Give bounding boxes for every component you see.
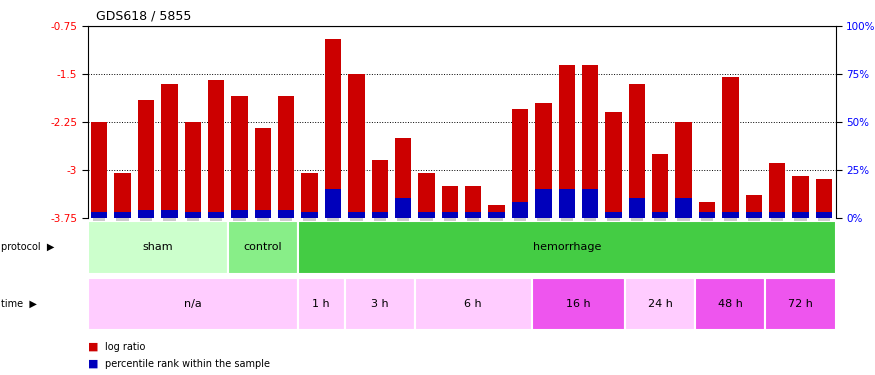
Bar (208, 81, 224, 218)
Bar (298, 221, 836, 274)
Bar (766, 278, 836, 330)
Bar (325, 39, 341, 218)
Bar (442, 212, 458, 217)
Bar (722, 77, 738, 218)
Text: 6 h: 6 h (465, 299, 482, 309)
Text: 1 h: 1 h (312, 299, 330, 309)
Bar (488, 212, 505, 217)
Bar (769, 164, 786, 218)
Bar (418, 173, 435, 217)
Text: 16 h: 16 h (566, 299, 591, 309)
Bar (536, 103, 551, 218)
Bar (626, 278, 696, 330)
Bar (255, 128, 271, 217)
Bar (415, 278, 532, 330)
Bar (161, 84, 178, 218)
Bar (137, 100, 154, 218)
Text: ■: ■ (88, 342, 98, 352)
Bar (185, 122, 201, 218)
Bar (88, 278, 298, 330)
Text: 72 h: 72 h (788, 299, 813, 309)
Bar (793, 176, 808, 218)
Bar (255, 210, 271, 218)
Bar (769, 212, 786, 217)
Bar (466, 212, 481, 217)
Bar (488, 205, 505, 218)
Bar (231, 96, 248, 218)
Bar (325, 189, 341, 217)
Bar (629, 198, 645, 217)
Bar (699, 202, 715, 217)
Bar (816, 212, 832, 217)
Bar (185, 212, 201, 217)
Bar (348, 212, 365, 217)
Bar (278, 96, 294, 218)
Text: 3 h: 3 h (371, 299, 388, 309)
Bar (722, 212, 738, 217)
Bar (512, 202, 528, 217)
Bar (606, 112, 622, 218)
Text: log ratio: log ratio (105, 342, 145, 352)
Bar (466, 186, 481, 218)
Bar (816, 179, 832, 218)
Bar (558, 189, 575, 217)
Bar (88, 221, 228, 274)
Text: ■: ■ (88, 359, 98, 369)
Text: protocol  ▶: protocol ▶ (1, 243, 54, 252)
Bar (228, 221, 298, 274)
Bar (137, 210, 154, 218)
Bar (301, 212, 318, 217)
Bar (536, 189, 551, 217)
Bar (395, 138, 411, 218)
Text: n/a: n/a (184, 299, 201, 309)
Bar (372, 212, 388, 217)
Bar (699, 212, 715, 217)
Bar (532, 278, 626, 330)
Bar (348, 74, 365, 217)
Bar (301, 173, 318, 217)
Bar (512, 109, 528, 217)
Bar (115, 173, 130, 217)
Bar (278, 210, 294, 218)
Text: hemorrhage: hemorrhage (533, 243, 601, 252)
Bar (582, 64, 598, 218)
Text: sham: sham (143, 243, 173, 252)
Text: percentile rank within the sample: percentile rank within the sample (105, 359, 270, 369)
Bar (395, 198, 411, 217)
Text: control: control (243, 243, 282, 252)
Bar (696, 278, 766, 330)
Bar (298, 278, 345, 330)
Bar (629, 84, 645, 218)
Bar (606, 212, 622, 217)
Bar (372, 160, 388, 218)
Bar (161, 210, 178, 218)
Text: 48 h: 48 h (718, 299, 743, 309)
Bar (418, 212, 435, 217)
Text: GDS618 / 5855: GDS618 / 5855 (96, 9, 192, 22)
Bar (582, 189, 598, 217)
Bar (652, 154, 668, 218)
Bar (652, 212, 668, 217)
Bar (115, 212, 130, 217)
Bar (676, 198, 692, 217)
Bar (91, 122, 108, 218)
Bar (558, 64, 575, 218)
Bar (442, 186, 458, 218)
Bar (793, 212, 808, 217)
Bar (746, 212, 762, 217)
Text: time  ▶: time ▶ (1, 299, 37, 309)
Text: 24 h: 24 h (648, 299, 673, 309)
Bar (345, 278, 415, 330)
Bar (231, 210, 248, 218)
Bar (208, 212, 224, 217)
Bar (91, 212, 108, 217)
Bar (746, 195, 762, 217)
Bar (676, 122, 692, 218)
